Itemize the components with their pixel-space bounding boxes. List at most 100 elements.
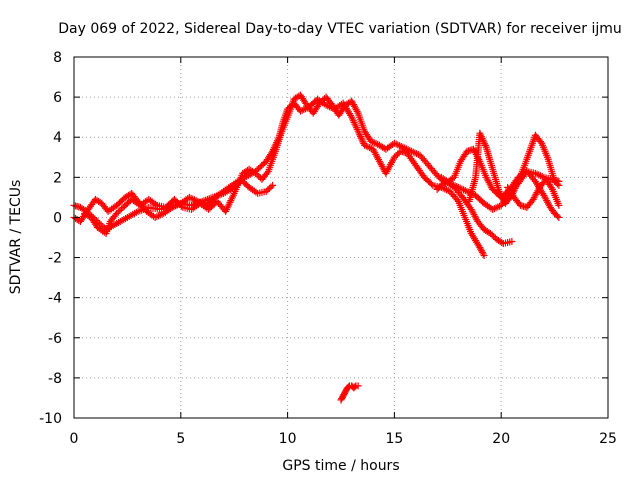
series-track-c [81, 91, 563, 237]
y-tick-label: 6 [53, 90, 62, 106]
x-tick-label: 10 [279, 431, 297, 447]
data-point [322, 101, 330, 109]
data-point [476, 244, 484, 252]
data-point [399, 143, 407, 151]
data-point [264, 186, 272, 194]
data-point [252, 188, 260, 196]
data-point [190, 196, 198, 204]
data-point [362, 142, 370, 150]
data-point [537, 172, 545, 180]
data-point [364, 143, 372, 151]
data-point [170, 203, 178, 211]
data-point [488, 231, 496, 239]
data-point [553, 180, 561, 188]
data-point [531, 169, 539, 177]
data-point [298, 106, 306, 114]
data-point [479, 250, 487, 258]
data-point [454, 183, 462, 191]
data-point [480, 252, 488, 260]
data-point [168, 203, 176, 211]
data-point [456, 184, 464, 192]
data-point [463, 187, 471, 195]
data-point [394, 150, 402, 158]
series-track-a [70, 95, 488, 260]
data-point [360, 141, 368, 149]
data-point [553, 212, 561, 220]
data-point [492, 204, 500, 212]
data-point [409, 148, 417, 156]
data-point [353, 107, 361, 115]
data-point [535, 171, 543, 179]
data-point [413, 150, 421, 158]
data-point [317, 98, 325, 106]
data-point [367, 137, 375, 145]
data-point [555, 213, 563, 221]
x-tick-label: 5 [176, 431, 185, 447]
data-point [489, 205, 497, 213]
data-point [153, 213, 161, 221]
data-point [460, 186, 468, 194]
data-point [537, 138, 545, 146]
data-point [178, 202, 186, 210]
data-point [441, 185, 449, 193]
data-point [555, 201, 563, 209]
data-point [547, 184, 555, 192]
data-point [189, 195, 197, 203]
data-point [487, 229, 495, 237]
y-tick-label: -10 [39, 411, 62, 427]
data-point [252, 169, 260, 177]
y-tick-label: 2 [53, 170, 62, 186]
data-point [401, 144, 409, 152]
data-point [478, 248, 486, 256]
data-point [253, 171, 261, 179]
series-track-b [70, 175, 277, 225]
data-point [465, 188, 473, 196]
data-point [490, 205, 498, 213]
data-point [392, 152, 400, 160]
data-point [369, 138, 377, 146]
data-point [449, 181, 457, 189]
data-point [533, 170, 541, 178]
data-point [354, 382, 362, 390]
data-point [468, 190, 476, 198]
y-tick-label: 0 [53, 210, 62, 226]
data-point [372, 140, 380, 148]
plot-frame [73, 56, 609, 419]
y-tick-label: 8 [53, 50, 62, 66]
chart-title: Day 069 of 2022, Sidereal Day-to-day VTE… [58, 21, 622, 37]
series-track-g [504, 175, 563, 211]
y-tick-label: -6 [48, 331, 62, 347]
grid-layer [74, 57, 608, 418]
data-point [155, 212, 163, 220]
data-point [466, 189, 474, 197]
data-point [402, 145, 410, 153]
data-point [446, 179, 454, 187]
data-point [477, 245, 485, 253]
series-outlier [337, 382, 362, 404]
data-point [451, 182, 459, 190]
data-point [392, 140, 400, 148]
data-point [390, 153, 398, 161]
data-point [370, 139, 378, 147]
y-tick-label: 4 [53, 130, 62, 146]
data-point [263, 169, 271, 177]
data-point [351, 383, 359, 391]
data-layer [70, 91, 563, 404]
data-point [267, 183, 275, 191]
data-point [269, 181, 277, 189]
data-point [478, 247, 486, 255]
data-point [390, 139, 398, 147]
data-point [152, 200, 160, 208]
data-point [116, 206, 124, 214]
y-tick-label: -2 [48, 251, 62, 267]
data-point [296, 107, 304, 115]
y-tick-label: -8 [48, 371, 62, 387]
data-point [394, 141, 402, 149]
data-point [404, 146, 412, 154]
data-point [262, 187, 270, 195]
y-tick-label: -4 [48, 291, 62, 307]
x-axis-label: GPS time / hours [282, 458, 399, 474]
data-point [316, 99, 324, 107]
data-point [461, 187, 469, 195]
